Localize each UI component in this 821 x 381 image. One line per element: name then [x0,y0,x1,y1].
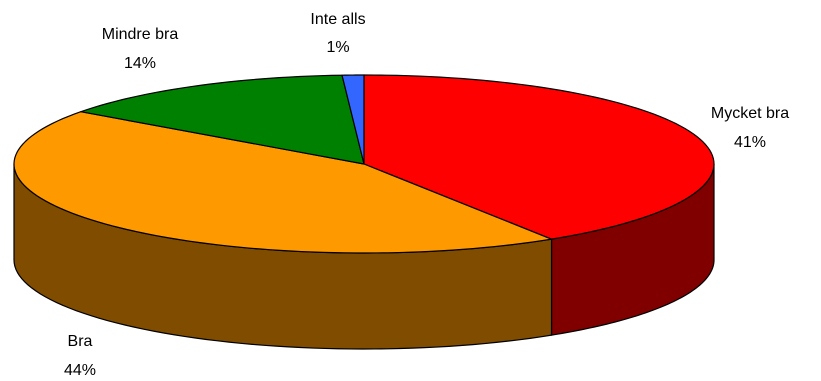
pie-sides [13,163,715,350]
slice-value-inte-alls: 1% [326,39,349,56]
pie-slice-mindre-bra [80,74,365,165]
slice-value-bra: 44% [64,362,96,379]
pie-slice-inte-alls [341,74,365,165]
slice-label-bra: Bra [68,333,93,350]
pie-top [13,74,715,254]
pie-slice-mycket-bra [363,74,715,240]
pie-labels: Mycket bra 41% Bra 44% Mindre bra 14% Inte all… [64,11,789,379]
slice-label-mycket-bra: Mycket bra [711,105,789,122]
slice-value-mindre-bra: 14% [124,55,156,72]
pie-slice-bra [13,111,553,254]
slice-label-inte-alls: Inte alls [310,11,365,28]
slice-value-mycket-bra: 41% [734,134,766,151]
slice-label-mindre-bra: Mindre bra [102,26,179,43]
